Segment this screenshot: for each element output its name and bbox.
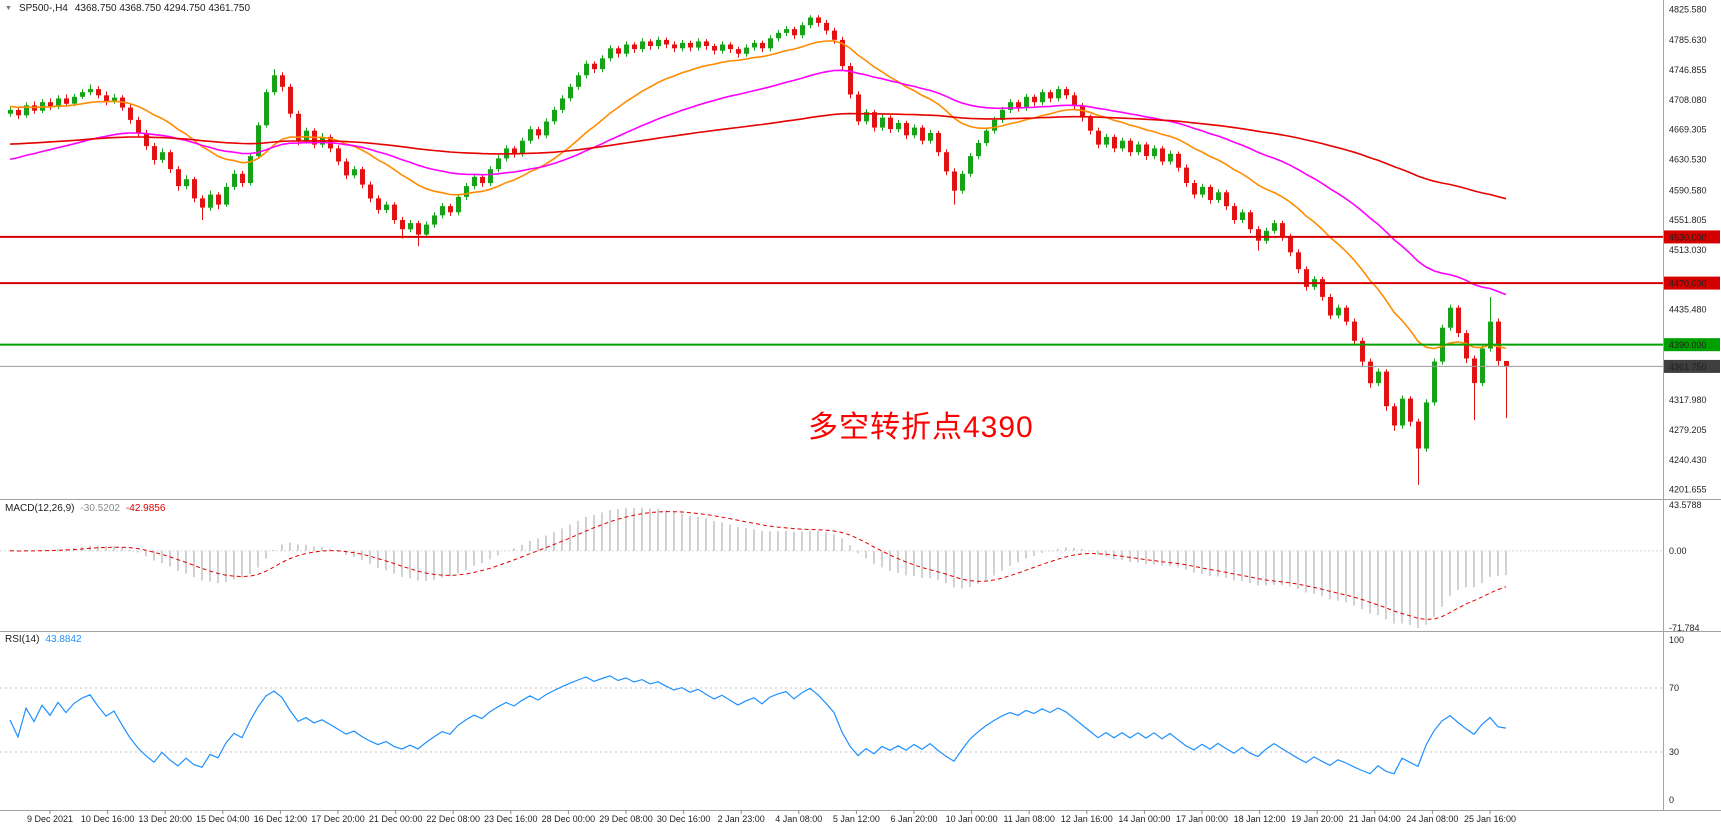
price-tick-label: 4669.305 [1669,125,1707,135]
price-tick-label: 4708.080 [1669,95,1707,105]
price-tick-label: 4746.855 [1669,65,1707,75]
rsi-line [9,675,1507,775]
time-label: 18 Jan 12:00 [1234,814,1286,824]
ma-mid-magenta[interactable] [9,69,1507,296]
time-label: 13 Dec 20:00 [138,814,192,824]
ma-fast-orange[interactable] [9,40,1507,350]
price-tick-label: 4435.480 [1669,305,1707,315]
time-label: 29 Dec 08:00 [599,814,653,824]
hline-label: 4530.000 [1669,232,1707,242]
time-label: 17 Jan 00:00 [1176,814,1228,824]
macd-axis-min-label: -71.784 [1669,623,1700,633]
macd-histogram [9,507,1507,628]
time-label: 2 Jan 23:00 [718,814,765,824]
rsi-axis-label: 70 [1669,683,1679,693]
candlestick-series [8,15,1509,485]
time-label: 14 Jan 00:00 [1118,814,1170,824]
time-label: 24 Jan 08:00 [1406,814,1458,824]
rsi-axis-label: 30 [1669,747,1679,757]
time-label: 4 Jan 08:00 [775,814,822,824]
hline-label: 4390.000 [1669,340,1707,350]
price-tick-label: 4630.530 [1669,155,1707,165]
time-label: 5 Jan 12:00 [833,814,880,824]
price-tick-label: 4590.580 [1669,185,1707,195]
price-tick-label: 4785.630 [1669,35,1707,45]
price-tick-label: 4279.205 [1669,425,1707,435]
price-tick-label: 4317.980 [1669,395,1707,405]
time-label: 28 Dec 00:00 [542,814,596,824]
time-label: 25 Jan 16:00 [1464,814,1516,824]
time-label: 19 Jan 20:00 [1291,814,1343,824]
price-tick-label: 4513.030 [1669,245,1707,255]
time-label: 10 Jan 00:00 [946,814,998,824]
macd-axis-max-label: 43.5788 [1669,500,1702,510]
time-label: 15 Dec 04:00 [196,814,250,824]
time-label: 16 Dec 12:00 [254,814,308,824]
current-price-label: 4361.750 [1669,362,1707,372]
time-label: 17 Dec 20:00 [311,814,365,824]
time-label: 21 Dec 00:00 [369,814,423,824]
current-price-box [1664,359,1720,373]
hline-label-box [1664,276,1720,290]
time-label: 12 Jan 16:00 [1061,814,1113,824]
time-label: 21 Jan 04:00 [1349,814,1401,824]
rsi-axis-label: 100 [1669,635,1684,645]
time-label: 10 Dec 16:00 [81,814,135,824]
price-tick-label: 4240.430 [1669,455,1707,465]
time-label: 23 Dec 16:00 [484,814,538,824]
hline-label: 4470.000 [1669,279,1707,289]
price-tick-label: 4201.655 [1669,485,1707,495]
hline-label-box [1664,338,1720,352]
price-tick-label: 4551.805 [1669,215,1707,225]
hline-label-box [1664,230,1720,244]
ma-slow-red[interactable] [9,112,1507,200]
time-label: 6 Jan 20:00 [890,814,937,824]
rsi-axis-label: 0 [1669,795,1674,805]
time-label: 30 Dec 16:00 [657,814,711,824]
time-label: 11 Jan 08:00 [1004,814,1055,824]
time-label: 9 Dec 2021 [27,814,73,824]
macd-signal-line [9,511,1507,621]
time-label: 22 Dec 08:00 [426,814,480,824]
price-tick-label: 4825.580 [1669,4,1707,14]
macd-axis-zero-label: 0.00 [1669,546,1687,556]
